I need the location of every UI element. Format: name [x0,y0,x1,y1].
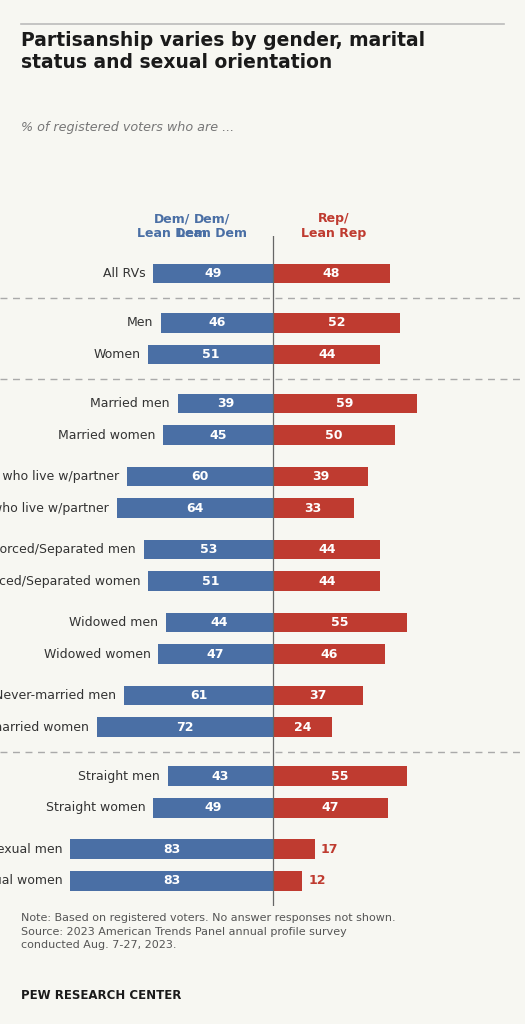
Bar [144,540,273,559]
Bar [273,394,417,414]
Bar [273,840,314,859]
Text: 33: 33 [304,502,322,515]
Text: Men who live w/partner: Men who live w/partner [0,470,119,483]
Text: Gay/Bisexual men: Gay/Bisexual men [0,843,62,856]
Bar [70,871,273,891]
Bar [273,264,390,284]
Bar [273,798,388,818]
Text: 49: 49 [205,802,222,814]
Text: 59: 59 [337,397,354,410]
Bar [273,345,381,365]
Text: All RVs: All RVs [103,267,145,281]
Text: 47: 47 [322,802,339,814]
Text: 44: 44 [318,348,335,360]
Text: 17: 17 [321,843,338,856]
Text: Straight women: Straight women [46,802,145,814]
Text: 47: 47 [207,647,224,660]
Text: 53: 53 [200,543,217,556]
Text: 44: 44 [211,615,228,629]
Text: 12: 12 [309,874,326,888]
Text: 55: 55 [331,770,349,782]
Text: % of registered voters who are ...: % of registered voters who are ... [21,121,234,134]
Text: 83: 83 [163,843,180,856]
Text: 50: 50 [326,429,343,441]
Bar [168,766,273,786]
Text: 55: 55 [331,615,349,629]
Text: Rep/
Lean Rep: Rep/ Lean Rep [301,212,366,241]
Text: Widowed women: Widowed women [44,647,150,660]
Bar [273,426,395,445]
Bar [178,394,273,414]
Text: 46: 46 [320,647,338,660]
Bar [70,840,273,859]
Text: 39: 39 [312,470,329,483]
Bar [273,467,368,486]
Bar [153,798,273,818]
Text: Women: Women [93,348,141,360]
Text: 52: 52 [328,316,345,330]
Text: Divorced/Separated women: Divorced/Separated women [0,574,141,588]
Bar [165,612,273,632]
Bar [273,766,407,786]
Text: 72: 72 [176,721,194,733]
Text: Married women: Married women [58,429,155,441]
Text: 48: 48 [323,267,340,281]
Text: Divorced/Separated men: Divorced/Separated men [0,543,136,556]
Text: 83: 83 [163,874,180,888]
Text: 46: 46 [208,316,226,330]
Text: 51: 51 [202,574,219,588]
Text: 37: 37 [309,689,327,701]
Bar [163,426,273,445]
Text: Men: Men [127,316,153,330]
Text: 49: 49 [205,267,222,281]
Bar [273,612,407,632]
Text: Never-married women: Never-married women [0,721,89,733]
Text: 43: 43 [212,770,229,782]
Bar [273,717,332,737]
Bar [273,313,400,333]
Text: Never-married men: Never-married men [0,689,116,701]
Text: 39: 39 [217,397,234,410]
Bar [161,313,273,333]
Text: Women who live w/partner: Women who live w/partner [0,502,109,515]
Text: 61: 61 [190,689,207,701]
Bar [149,345,273,365]
Bar [158,644,273,664]
Text: Note: Based on registered voters. No answer responses not shown.
Source: 2023 Am: Note: Based on registered voters. No ans… [21,913,396,950]
Text: Widowed men: Widowed men [69,615,158,629]
Text: Straight men: Straight men [78,770,160,782]
Text: Lesbian/Gay/Bisexual women: Lesbian/Gay/Bisexual women [0,874,62,888]
Bar [273,871,302,891]
Bar [273,571,381,591]
Bar [97,717,273,737]
Bar [127,467,273,486]
Text: 45: 45 [209,429,227,441]
Text: Dem/
Lean Dem: Dem/ Lean Dem [177,212,247,241]
Text: PEW RESEARCH CENTER: PEW RESEARCH CENTER [21,989,181,1002]
Bar [273,499,353,518]
Text: Partisanship varies by gender, marital
status and sexual orientation: Partisanship varies by gender, marital s… [21,31,425,73]
Text: 44: 44 [318,543,335,556]
Bar [273,644,385,664]
Text: 24: 24 [293,721,311,733]
Bar [273,540,381,559]
Text: 51: 51 [202,348,219,360]
Bar [124,685,273,706]
Text: 64: 64 [186,502,204,515]
Bar [149,571,273,591]
Text: 60: 60 [191,470,208,483]
Text: Dem/
Lean Dem: Dem/ Lean Dem [136,212,207,241]
Text: 44: 44 [318,574,335,588]
Bar [273,685,363,706]
Bar [153,264,273,284]
Text: Married men: Married men [90,397,170,410]
Bar [117,499,273,518]
